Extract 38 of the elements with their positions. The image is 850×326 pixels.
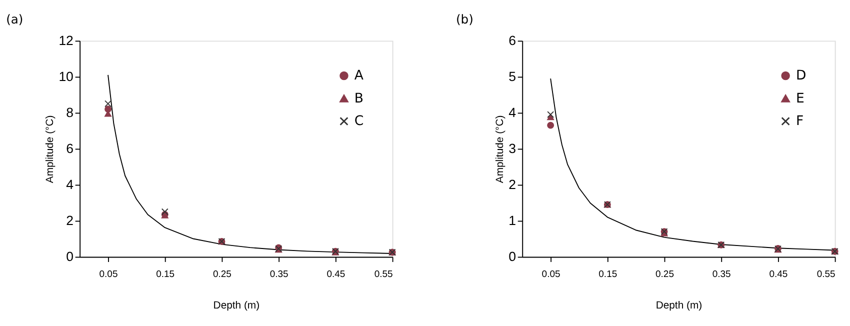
x-axis-title: Depth (m) xyxy=(213,300,260,312)
x-tick-label: 0.15 xyxy=(598,269,618,280)
x-tick-label: 0.25 xyxy=(656,269,674,280)
x-axis-title: Depth (m) xyxy=(656,300,702,312)
chart-title: (a) xyxy=(6,12,24,27)
x-tick-label: 0.35 xyxy=(712,269,731,280)
x-tick-label: 0.55 xyxy=(816,269,836,280)
legend-label: A xyxy=(354,68,364,84)
legend-label: E xyxy=(796,91,804,106)
y-tick-label: 5 xyxy=(508,68,516,84)
y-tick-label: 4 xyxy=(508,104,516,120)
y-tick-label: 3 xyxy=(508,141,516,156)
y-axis-title: Amplitude (°C) xyxy=(494,115,506,184)
x-tick-label: 0.45 xyxy=(769,269,788,280)
y-tick-label: 0 xyxy=(66,249,74,264)
legend-label: B xyxy=(354,91,364,106)
y-tick-label: 10 xyxy=(58,68,74,84)
legend-label: C xyxy=(354,114,364,130)
x-tick-label: 0.35 xyxy=(270,269,288,280)
x-tick-label: 0.05 xyxy=(542,269,560,280)
x-tick-label: 0.25 xyxy=(212,269,232,280)
x-tick-label: 0.55 xyxy=(374,269,393,280)
y-tick-label: 2 xyxy=(66,213,74,228)
y-tick-label: 8 xyxy=(66,104,74,120)
y-tick-label: 4 xyxy=(66,177,74,192)
x-tick-label: 0.05 xyxy=(99,269,118,280)
y-tick-label: 12 xyxy=(58,32,74,48)
y-tick-label: 6 xyxy=(508,32,516,48)
y-tick-label: 0 xyxy=(508,249,516,264)
y-tick-label: 1 xyxy=(508,213,516,228)
chart-title: (b) xyxy=(456,12,474,27)
x-tick-label: 0.15 xyxy=(156,269,175,280)
y-tick-label: 6 xyxy=(66,141,74,156)
y-axis-title: Amplitude (°C) xyxy=(44,115,56,184)
y-tick-label: 2 xyxy=(508,177,516,192)
legend-label: D xyxy=(796,68,806,84)
x-tick-label: 0.45 xyxy=(326,269,346,280)
legend-label: F xyxy=(796,114,804,130)
